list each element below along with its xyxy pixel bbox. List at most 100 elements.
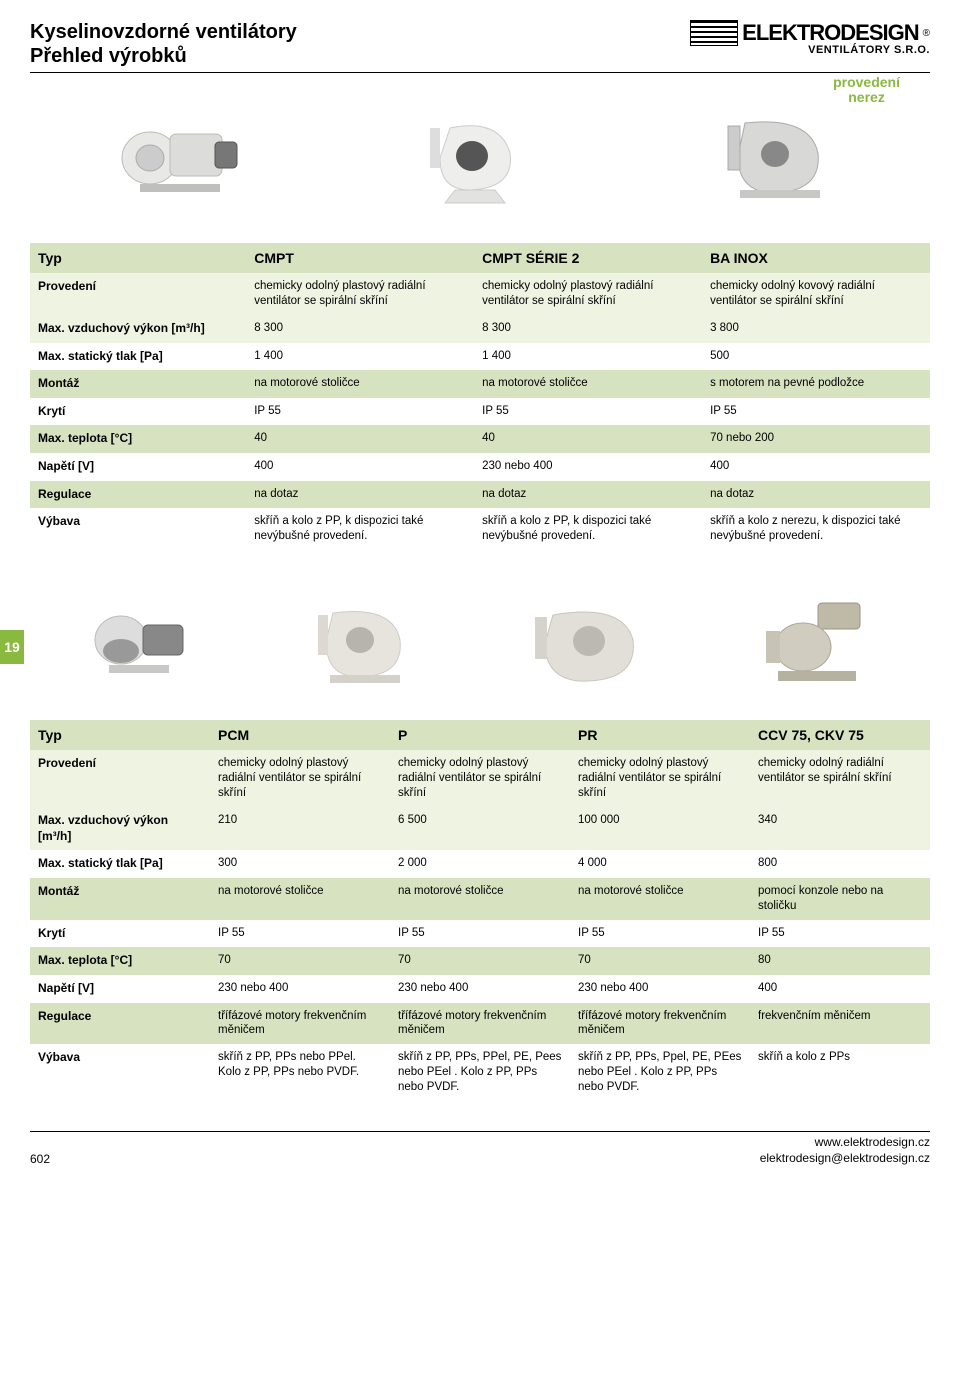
cell: na dotaz (702, 481, 930, 509)
cell: skříň z PP, PPs, PPel, PE, Pees nebo PEe… (390, 1044, 570, 1101)
cell: 70 (570, 947, 750, 975)
table-row: Montážna motorové stoličcena motorové st… (30, 370, 930, 398)
row-label: Regulace (30, 481, 246, 509)
cell: 400 (246, 453, 474, 481)
page-number: 602 (30, 1152, 50, 1166)
table-row: Provedeníchemicky odolný plastový radiál… (30, 750, 930, 807)
cell: IP 55 (210, 920, 390, 948)
cell: 40 (246, 425, 474, 453)
row-label: Regulace (30, 1003, 210, 1045)
table-row: Max. statický tlak [Pa]1 4001 400500 (30, 343, 930, 371)
cell: 6 500 (390, 807, 570, 850)
cell: 100 000 (570, 807, 750, 850)
cell: na motorové stoličce (474, 370, 702, 398)
cell: třífázové motory frekvenčním měničem (570, 1003, 750, 1045)
row-label: Napětí [V] (30, 975, 210, 1003)
cell: IP 55 (702, 398, 930, 426)
table-row: Výbavaskříň z PP, PPs nebo PPel. Kolo z … (30, 1044, 930, 1101)
logo-stripes-icon (690, 20, 738, 46)
table-row: TypCMPTCMPT SÉRIE 2BA INOX (30, 243, 930, 273)
row-label: Provedení (30, 273, 246, 315)
row-label: Typ (30, 720, 210, 750)
page-footer: 602 www.elektrodesign.cz elektrodesign@e… (30, 1131, 930, 1166)
row-label: Krytí (30, 398, 246, 426)
brand-block: ELEKTRODESIGN ® VENTILÁTORY S.R.O. (690, 20, 930, 56)
product-image-row-1: provedení nerez (30, 93, 930, 213)
product-image-ccv75 (743, 580, 893, 700)
row-label: Napětí [V] (30, 453, 246, 481)
cell: P (390, 720, 570, 750)
cell: na motorové stoličce (390, 878, 570, 920)
table-row: Regulace třífázové motory frekvenčním měn… (30, 1003, 930, 1045)
row-label: Max. teplota [°C] (30, 425, 246, 453)
cell: 340 (750, 807, 930, 850)
cell: IP 55 (246, 398, 474, 426)
table-row: KrytíIP 55IP 55IP 55IP 55 (30, 920, 930, 948)
cell: 70 nebo 200 (702, 425, 930, 453)
footer-url: www.elektrodesign.cz (760, 1135, 930, 1151)
cell: 80 (750, 947, 930, 975)
brand-name: ELEKTRODESIGN (742, 20, 918, 46)
cell: na motorové stoličce (570, 878, 750, 920)
spec-table-1: TypCMPTCMPT SÉRIE 2BA INOXProvedeníchemi… (30, 243, 930, 550)
cell: skříň a kolo z PP, k dispozici také nevý… (246, 508, 474, 550)
cell: IP 55 (474, 398, 702, 426)
cell: pomocí konzole nebo na stoličku (750, 878, 930, 920)
cell: 4 000 (570, 850, 750, 878)
cell: 40 (474, 425, 702, 453)
cell: chemicky odolný plastový radiální ventil… (210, 750, 390, 807)
table-row: Max. teplota [°C]404070 nebo 200 (30, 425, 930, 453)
row-label: Max. statický tlak [Pa] (30, 343, 246, 371)
cell: 1 400 (246, 343, 474, 371)
cell: BA INOX (702, 243, 930, 273)
table-row: Montážna motorové stoličcena motorové st… (30, 878, 930, 920)
cell: 230 nebo 400 (570, 975, 750, 1003)
cell: PCM (210, 720, 390, 750)
table-row: Regulacena dotazna dotazna dotaz (30, 481, 930, 509)
row-label: Montáž (30, 370, 246, 398)
cell: na dotaz (246, 481, 474, 509)
table-row: Provedeníchemicky odolný plastový radiál… (30, 273, 930, 315)
row-label: Typ (30, 243, 246, 273)
row-label: Krytí (30, 920, 210, 948)
cell: chemicky odolný plastový radiální ventil… (246, 273, 474, 315)
cell: 2 000 (390, 850, 570, 878)
table-row: Max. vzduchový výkon [m³/h]2106 500100 0… (30, 807, 930, 850)
cell: chemicky odolný kovový radiální ventilát… (702, 273, 930, 315)
row-label: Výbava (30, 1044, 210, 1101)
cell: na motorové stoličce (210, 878, 390, 920)
cell: frekvenčním měničem (750, 1003, 930, 1045)
cell: 1 400 (474, 343, 702, 371)
page-title: Kyselinovzdorné ventilátory Přehled výro… (30, 20, 297, 68)
cell: skříň z PP, PPs nebo PPel. Kolo z PP, PP… (210, 1044, 390, 1101)
table-row: Max. vzduchový výkon [m³/h]8 3008 3003 8… (30, 315, 930, 343)
product-image-pcm (68, 580, 218, 700)
row-label: Max. teplota [°C] (30, 947, 210, 975)
cell: 210 (210, 807, 390, 850)
spec-table-2: TypPCMPPRCCV 75, CKV 75Provedeníchemicky… (30, 720, 930, 1101)
registered-icon: ® (923, 28, 930, 39)
row-label: Výbava (30, 508, 246, 550)
cell: skříň z PP, PPs, Ppel, PE, PEes nebo PEe… (570, 1044, 750, 1101)
cell: na dotaz (474, 481, 702, 509)
cell: 8 300 (246, 315, 474, 343)
cell: 3 800 (702, 315, 930, 343)
cell: 800 (750, 850, 930, 878)
cell: IP 55 (750, 920, 930, 948)
row-label: Provedení (30, 750, 210, 807)
cell: chemicky odolný plastový radiální ventil… (474, 273, 702, 315)
cell: chemicky odolný plastový radiální ventil… (390, 750, 570, 807)
cell: 230 nebo 400 (210, 975, 390, 1003)
cell: s motorem na pevné podložce (702, 370, 930, 398)
cell: IP 55 (390, 920, 570, 948)
variant-label: provedení nerez (833, 75, 900, 106)
cell: 70 (210, 947, 390, 975)
table-row: TypPCMPPRCCV 75, CKV 75 (30, 720, 930, 750)
cell: skříň a kolo z nerezu, k dispozici také … (702, 508, 930, 550)
cell: chemicky odolný radiální ventilátor se s… (750, 750, 930, 807)
row-label: Montáž (30, 878, 210, 920)
cell: 400 (702, 453, 930, 481)
cell: 230 nebo 400 (390, 975, 570, 1003)
cell: PR (570, 720, 750, 750)
cell: CMPT (246, 243, 474, 273)
